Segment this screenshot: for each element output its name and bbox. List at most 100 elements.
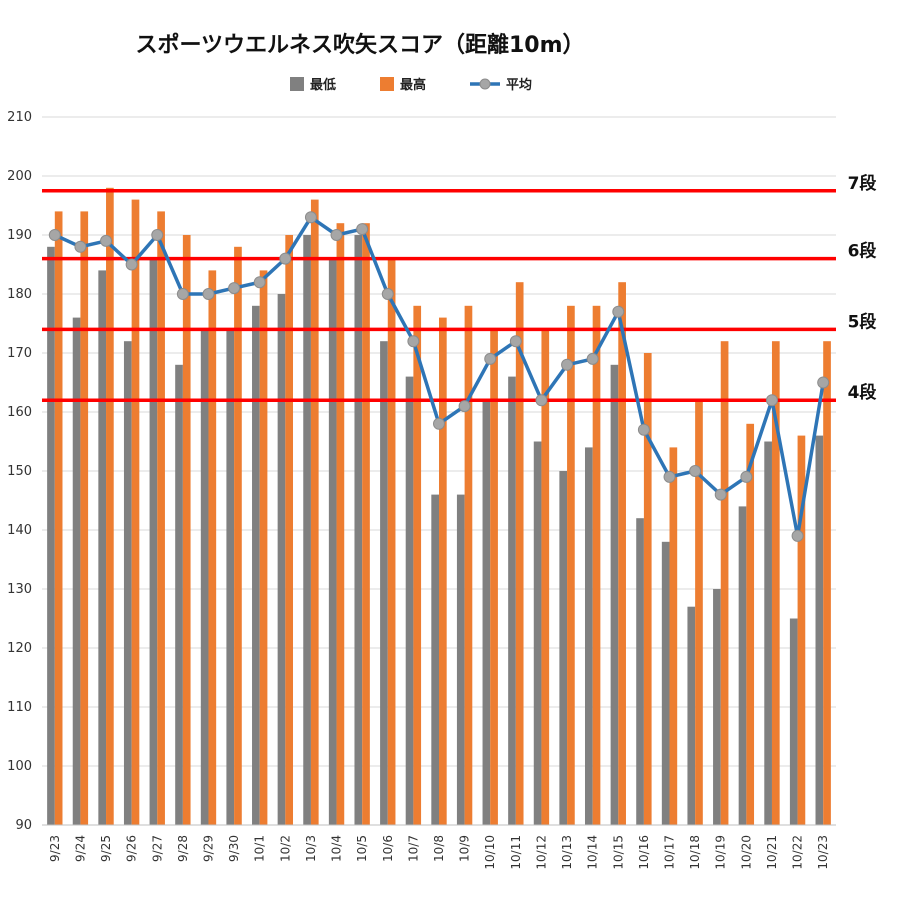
bar-max: [259, 270, 268, 825]
x-tick-label: 9/25: [99, 835, 113, 862]
bars: [47, 187, 831, 826]
bar-min: [559, 471, 568, 825]
bar-min: [738, 506, 747, 825]
x-tick-label: 10/3: [304, 835, 318, 862]
reference-label: 7段: [848, 173, 877, 194]
bar-min: [456, 494, 465, 825]
bar-min: [687, 606, 696, 825]
x-tick-label: 10/13: [560, 835, 574, 870]
bar-max: [771, 341, 780, 825]
bar-min: [252, 305, 260, 825]
x-tick-label: 9/27: [150, 835, 164, 862]
x-tick-label: 10/19: [714, 835, 728, 870]
bar-max: [618, 282, 626, 825]
y-tick-label: 200: [7, 169, 32, 184]
bar-max: [746, 423, 755, 825]
x-tick-label: 9/29: [201, 835, 215, 862]
bar-min: [123, 341, 132, 825]
x-tick-label: 9/28: [176, 835, 190, 862]
average-point: [509, 335, 522, 348]
y-tick-label: 210: [7, 110, 32, 125]
y-tick-label: 90: [15, 818, 32, 833]
x-tick-label: 10/21: [765, 835, 779, 870]
reference-label: 4段: [848, 382, 877, 403]
y-tick-label: 180: [7, 287, 32, 302]
bar-min: [98, 270, 107, 825]
average-line: [48, 211, 830, 542]
bar-min: [47, 246, 55, 826]
average-point: [484, 352, 497, 365]
legend-label: 最高: [400, 77, 426, 93]
average-point: [689, 465, 702, 477]
average-point: [304, 211, 317, 224]
bar-max: [643, 353, 652, 825]
x-tick-label: 10/11: [509, 835, 523, 870]
average-point: [151, 229, 164, 241]
bar-max: [695, 400, 703, 825]
legend-label: 平均: [506, 77, 532, 93]
reference-label: 5段: [848, 311, 877, 332]
average-point: [740, 470, 753, 483]
chart-title: スポーツウエルネス吹矢スコア（距離10m）: [135, 32, 584, 58]
bar-max: [515, 282, 524, 825]
bar-max: [182, 235, 191, 825]
average-point: [279, 252, 292, 265]
bar-min: [533, 441, 542, 825]
y-tick-label: 120: [7, 641, 32, 656]
x-tick-label: 10/7: [406, 835, 420, 862]
bar-min: [713, 589, 721, 825]
bar-min: [482, 400, 491, 825]
bar-max: [285, 235, 294, 825]
y-tick-label: 140: [7, 523, 32, 538]
average-point: [458, 400, 471, 413]
average-point: [663, 470, 676, 483]
bar-max: [310, 199, 319, 826]
bar-max: [362, 223, 370, 825]
x-tick-label: 10/2: [278, 835, 292, 862]
bar-max: [567, 305, 575, 825]
y-tick-label: 190: [7, 228, 32, 243]
bar-min: [405, 376, 414, 825]
legend-swatch: [290, 77, 304, 91]
x-tick-label: 10/23: [816, 835, 830, 870]
x-tick-label: 10/5: [355, 835, 369, 862]
bar-max: [439, 317, 447, 825]
bar-max: [106, 187, 114, 826]
bar-max: [208, 270, 217, 825]
average-point: [74, 240, 87, 253]
bar-min: [354, 235, 363, 825]
x-tick-label: 10/15: [611, 835, 625, 870]
average-point: [791, 529, 804, 542]
bar-max: [54, 211, 63, 825]
average-point: [765, 394, 778, 407]
x-tick-label: 10/22: [791, 835, 805, 870]
average-point: [714, 488, 727, 501]
bar-max: [797, 435, 806, 825]
bar-max: [464, 305, 473, 825]
reference-label: 6段: [848, 241, 877, 262]
y-tick-label: 160: [7, 405, 32, 420]
bar-min: [610, 364, 619, 825]
average-point: [356, 223, 369, 236]
average-point: [381, 288, 394, 300]
average-point: [100, 234, 113, 247]
bar-max: [669, 447, 678, 825]
average-point: [561, 358, 574, 371]
average-point: [433, 417, 445, 430]
x-tick-label: 10/18: [688, 835, 702, 870]
reference-lines: 7段 6段 5段 4段: [42, 173, 876, 403]
average-point: [202, 288, 215, 300]
x-tick-label: 10/14: [586, 835, 600, 870]
bar-min: [226, 329, 235, 825]
x-tick-label: 9/26: [125, 835, 139, 862]
bar-max: [157, 211, 165, 825]
bar-max: [413, 305, 422, 825]
y-tick-label: 110: [7, 700, 32, 715]
x-tick-label: 10/17: [663, 835, 677, 870]
bar-max: [387, 258, 396, 826]
bar-min: [636, 518, 644, 825]
average-point: [535, 394, 548, 407]
x-tick-label: 10/8: [432, 835, 446, 862]
